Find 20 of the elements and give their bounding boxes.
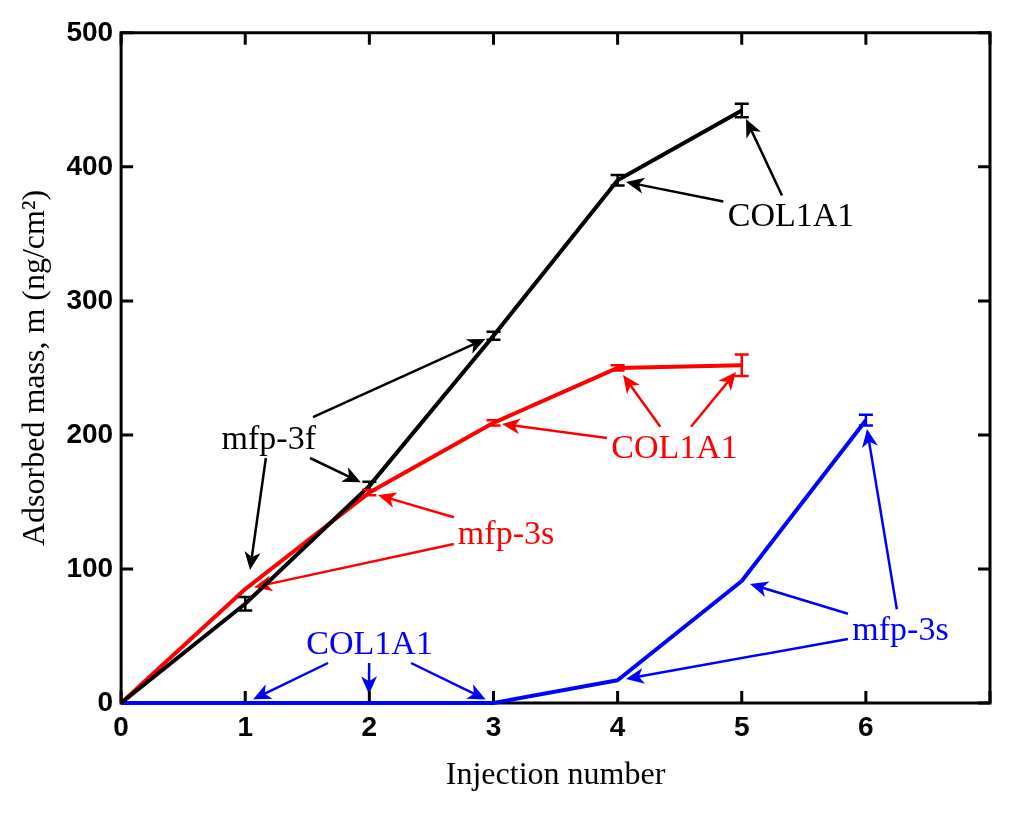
x-tick-label: 1 xyxy=(237,710,254,742)
y-tick-label: 400 xyxy=(66,149,114,181)
x-tick-label: 2 xyxy=(361,710,378,742)
y-tick-label: 200 xyxy=(66,417,114,449)
annotation: mfp-3s xyxy=(457,513,555,551)
x-tick-label: 6 xyxy=(858,710,874,742)
annotation: mfp-3f xyxy=(221,418,317,456)
annotation: mfp-3s xyxy=(852,610,949,648)
y-tick-label: 300 xyxy=(66,283,114,315)
y-tick-label: 0 xyxy=(97,685,114,717)
y-tick-label: 100 xyxy=(66,551,114,583)
x-axis-title: Injection number xyxy=(445,755,666,792)
annotation: COL1A1 xyxy=(727,196,855,234)
x-tick-label: 5 xyxy=(733,710,750,742)
y-axis-title: Adsorbed mass, m (ng/cm²) xyxy=(14,189,51,546)
annotation: COL1A1 xyxy=(306,623,433,661)
x-tick-label: 3 xyxy=(485,710,502,742)
x-tick-label: 4 xyxy=(609,710,626,742)
y-tick-label: 500 xyxy=(66,15,114,47)
annotation: COL1A1 xyxy=(611,427,738,465)
